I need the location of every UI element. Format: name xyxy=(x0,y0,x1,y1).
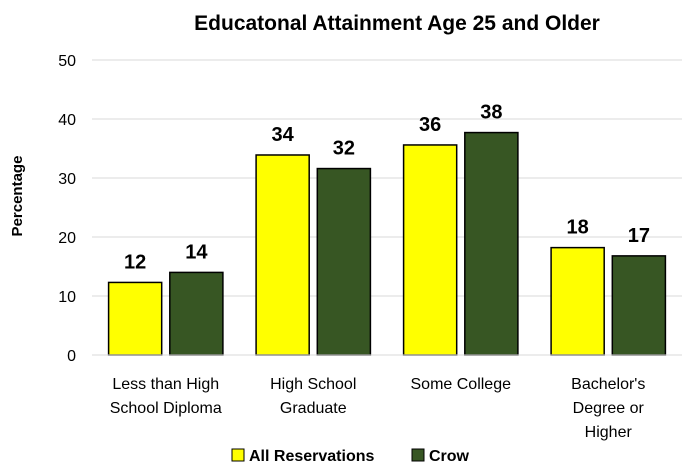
data-label: 32 xyxy=(333,138,355,160)
legend-label: All Reservations xyxy=(249,448,374,465)
legend: All Reservations Crow xyxy=(231,448,470,465)
chart-title: Educatonal Attainment Age 25 and Older xyxy=(194,12,600,35)
data-label: 36 xyxy=(419,114,441,136)
x-tick-label: Bachelor's xyxy=(571,376,645,393)
legend-swatch xyxy=(231,448,245,462)
y-tick-label: 0 xyxy=(67,348,76,365)
data-label: 18 xyxy=(567,217,589,239)
data-label: 12 xyxy=(124,251,146,273)
bar xyxy=(107,281,163,356)
y-tick-label: 40 xyxy=(58,112,76,129)
x-tick-label: School Diploma xyxy=(110,400,222,417)
x-tick-label: Higher xyxy=(585,424,633,441)
y-tick-label: 30 xyxy=(58,171,76,188)
axes: 0 10 20 30 40 50 Less than High School Diploma H… xyxy=(58,53,682,441)
data-label: 17 xyxy=(628,225,650,247)
y-axis-label: Percentage xyxy=(9,156,26,237)
x-tick-label: Some College xyxy=(411,376,512,393)
bar xyxy=(611,255,667,356)
bar xyxy=(402,144,458,356)
data-label: 34 xyxy=(272,124,295,146)
bar xyxy=(316,167,372,356)
data-labels: 12 14 34 32 36 38 18 17 xyxy=(124,102,650,274)
legend-label: Crow xyxy=(429,448,470,465)
x-tick-label: Degree or xyxy=(573,400,645,417)
bar xyxy=(169,271,224,356)
legend-swatch xyxy=(411,448,425,462)
bar xyxy=(550,246,605,356)
data-label: 38 xyxy=(480,102,502,124)
y-tick-label: 20 xyxy=(58,230,76,247)
y-tick-label: 50 xyxy=(58,53,76,70)
y-tick-label: 10 xyxy=(58,289,76,306)
x-tick-label: Graduate xyxy=(280,400,347,417)
data-label: 14 xyxy=(185,241,208,263)
x-tick-label: Less than High xyxy=(112,376,219,393)
x-tick-label: High School xyxy=(270,376,356,393)
bar xyxy=(255,154,310,356)
bar xyxy=(464,131,519,356)
bars xyxy=(107,131,667,356)
